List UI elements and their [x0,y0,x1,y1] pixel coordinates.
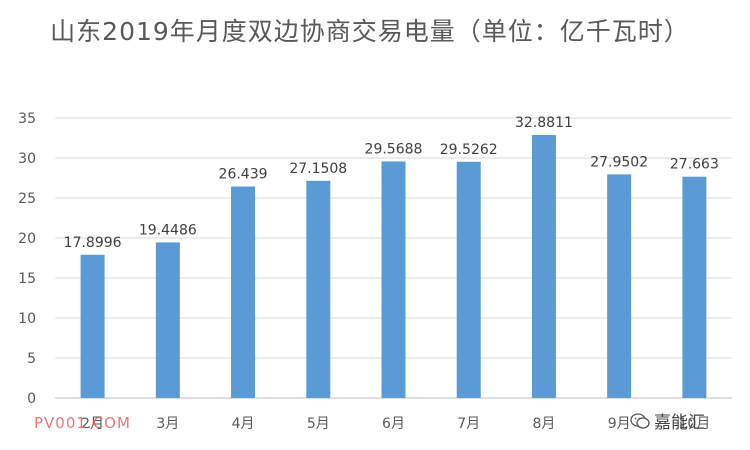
x-tick-label: 5月 [307,416,330,432]
data-label: 27.1508 [289,161,347,177]
bar [381,161,406,398]
bar [531,134,556,398]
bar [682,176,707,398]
data-label: 27.9502 [590,154,648,170]
x-tick-label: 3月 [156,416,179,432]
watermark-right-text: 嘉能汇 [654,413,705,433]
bar [607,174,632,398]
y-axis-ticks: 0 5 10 15 20 25 30 35 [18,111,36,407]
wechat-icon [630,412,650,429]
y-tick-label: 15 [18,271,36,287]
bar [231,186,256,398]
y-tick-label: 30 [18,151,36,167]
y-tick-label: 5 [27,351,36,367]
x-tick-label: 6月 [382,416,405,432]
bars [80,134,707,398]
chart-title: 山东2019年月度双边协商交易电量（单位：亿千瓦时） [50,17,690,46]
y-tick-label: 35 [18,111,36,127]
data-label: 27.663 [670,157,719,173]
bar [80,254,105,398]
bar [456,161,481,398]
x-axis-ticks: 2月 3月 4月 5月 6月 7月 8月 9月 10月 [81,416,710,432]
data-label: 29.5262 [440,142,498,158]
data-label: 32.8811 [515,115,573,131]
x-tick-label: 7月 [457,416,480,432]
bar [306,180,331,398]
y-tick-label: 25 [18,191,36,207]
data-label: 29.5688 [365,141,423,157]
data-label: 17.8996 [64,235,122,251]
watermark-right: 嘉能汇 [630,408,705,433]
watermark-left: PV001.COM [34,414,131,432]
x-tick-label: 9月 [608,416,631,432]
y-tick-label: 20 [18,231,36,247]
y-tick-label: 0 [27,391,36,407]
data-label: 19.4486 [139,222,197,238]
data-label: 26.439 [219,166,268,182]
x-tick-label: 8月 [532,416,555,432]
data-labels: 17.8996 19.4486 26.439 27.1508 29.5688 29.526… [64,115,719,251]
x-tick-label: 4月 [232,416,255,432]
y-tick-label: 10 [18,311,36,327]
x-tick-label: 2月 [81,416,104,432]
bar [155,242,180,398]
x-tick-label: 10月 [678,416,710,432]
